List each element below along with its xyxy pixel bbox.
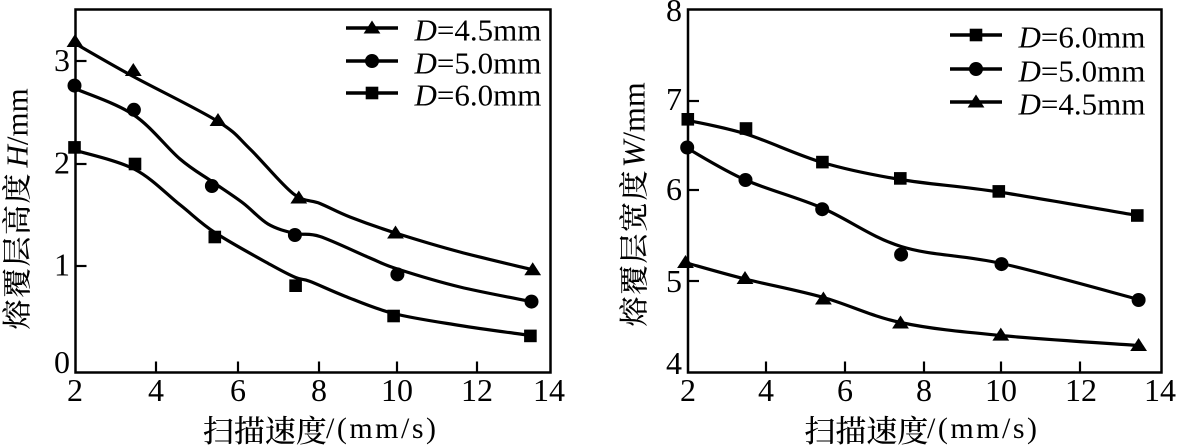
- svg-text:8: 8: [311, 372, 327, 408]
- svg-text:2: 2: [680, 372, 696, 408]
- svg-text:12: 12: [461, 372, 493, 408]
- svg-text:10: 10: [381, 372, 413, 408]
- svg-text:D=4.5mm: D=4.5mm: [414, 13, 542, 48]
- svg-text:7: 7: [666, 81, 682, 117]
- svg-text:14: 14: [1144, 372, 1176, 408]
- svg-text:10: 10: [985, 372, 1017, 408]
- svg-text:D=6.0mm: D=6.0mm: [1018, 20, 1146, 55]
- svg-text:1: 1: [54, 247, 70, 283]
- svg-text:D=6.0mm: D=6.0mm: [414, 78, 542, 113]
- svg-text:14: 14: [533, 372, 565, 408]
- svg-text:4: 4: [758, 372, 774, 408]
- svg-text:6: 6: [666, 171, 682, 207]
- svg-text:6: 6: [230, 372, 246, 408]
- svg-text:W/mm: W/mm: [616, 82, 652, 167]
- svg-text:/(mm/s): /(mm/s): [326, 412, 436, 445]
- svg-text:6: 6: [837, 372, 853, 408]
- svg-text:12: 12: [1065, 372, 1097, 408]
- svg-text:4: 4: [666, 345, 682, 381]
- svg-text:0: 0: [54, 344, 70, 380]
- svg-text:2: 2: [54, 145, 70, 181]
- svg-text:4: 4: [148, 372, 164, 408]
- svg-text:2: 2: [67, 372, 83, 408]
- svg-text:H/mm: H/mm: [0, 88, 35, 168]
- svg-text:D=5.0mm: D=5.0mm: [1018, 54, 1146, 89]
- svg-text:8: 8: [666, 0, 682, 28]
- svg-text:5: 5: [666, 263, 682, 299]
- svg-text:3: 3: [54, 42, 70, 78]
- svg-text:D=4.5mm: D=4.5mm: [1018, 87, 1146, 122]
- svg-text:D=5.0mm: D=5.0mm: [414, 46, 542, 81]
- svg-text:8: 8: [916, 372, 932, 408]
- svg-text:/(mm/s): /(mm/s): [927, 412, 1037, 445]
